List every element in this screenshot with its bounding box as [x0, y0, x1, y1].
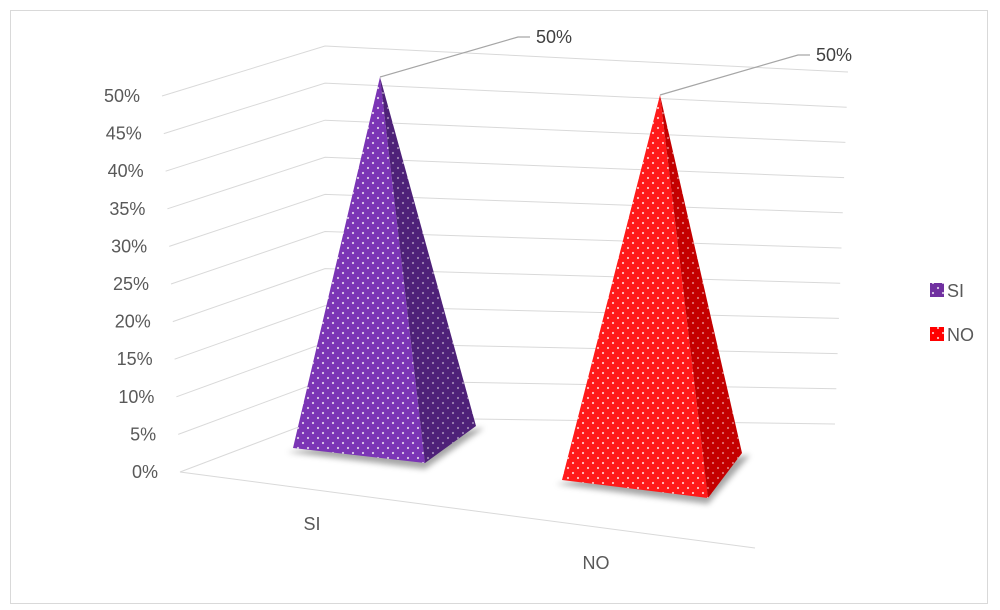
y-tick-label: 25% [113, 274, 149, 294]
pyramid-no [556, 95, 750, 504]
x-category-label: NO [583, 553, 610, 573]
data-labels: 50% 50% [379, 27, 852, 96]
y-axis-ticks: 0% 5% 10% 15% 20% 25% 30% 35% 40% 45% 50% [104, 86, 158, 482]
data-label: 50% [536, 27, 572, 47]
y-tick-label: 35% [109, 199, 145, 219]
y-tick-label: 30% [111, 236, 147, 256]
x-axis-categories: SI NO [303, 514, 609, 573]
gridline [169, 193, 843, 247]
gridlines [161, 45, 849, 549]
y-tick-label: 40% [108, 161, 144, 181]
data-label: 50% [816, 45, 852, 65]
data-label-leader [659, 54, 810, 96]
legend-label: SI [947, 281, 964, 301]
legend-label: NO [947, 325, 974, 345]
gridline [176, 342, 838, 398]
floor-edge [179, 471, 756, 549]
y-tick-label: 45% [106, 124, 142, 144]
pyramid-si [287, 77, 484, 469]
y-tick-label: 15% [117, 349, 153, 369]
y-tick-label: 10% [118, 387, 154, 407]
y-tick-label: 0% [132, 462, 158, 482]
legend: SI NO [930, 281, 974, 345]
y-tick-label: 50% [104, 86, 140, 106]
gridline [161, 45, 849, 97]
x-category-label: SI [303, 514, 320, 534]
gridline [165, 119, 846, 172]
y-tick-label: 20% [115, 312, 151, 332]
gridline [178, 379, 837, 435]
gridline [163, 82, 847, 135]
chart-frame [10, 10, 988, 604]
data-label-leader [379, 36, 530, 78]
gridline [170, 230, 842, 285]
gridline [172, 268, 841, 323]
pyramids [287, 77, 750, 504]
y-tick-label: 5% [130, 424, 156, 444]
